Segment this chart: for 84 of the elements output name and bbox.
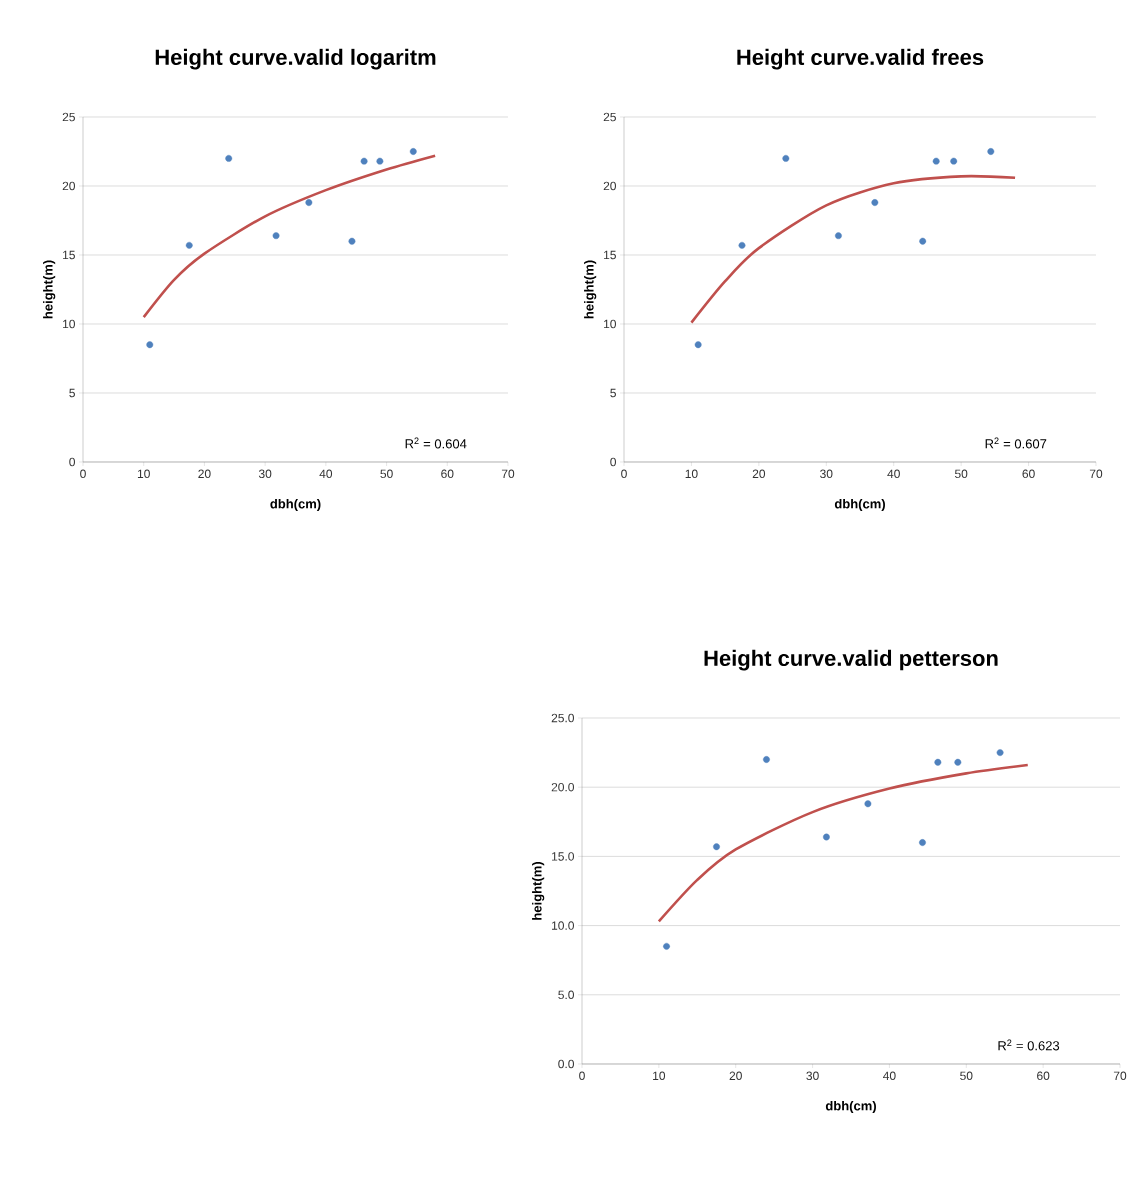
point [996,749,1004,756]
y-tick-label: 15 [63,250,75,260]
x-tick-label: 70 [1113,1071,1127,1081]
x-tick-label: 20 [198,469,211,479]
point [934,758,942,766]
x-tick-label: 50 [960,1071,973,1081]
annotation: R$^{2}$ = 0.604 [405,437,467,449]
point [738,241,746,249]
point [225,154,233,162]
point [919,237,927,245]
y-tick-label: 15 [604,250,616,260]
y-tick-label: 5.0 [558,990,574,1000]
point [360,157,368,165]
y-axis-title: height(m) [43,260,56,319]
x-tick-label: 20 [729,1071,742,1081]
y-tick-label: 0 [610,457,616,467]
x-axis-title: dbh(cm) [270,498,321,511]
point [864,800,872,808]
point [376,157,384,165]
x-tick-label: 10 [685,469,698,479]
y-tick-label: 10 [63,319,75,329]
y-tick-label: 20.0 [551,782,574,792]
x-axis-title: dbh(cm) [834,498,885,511]
x-tick-label: 50 [380,469,393,479]
x-tick-label: 0 [621,469,627,479]
point [987,148,995,155]
point [348,237,356,245]
point [954,758,962,766]
point [272,232,280,240]
y-tick-label: 0.0 [558,1059,574,1069]
point [763,756,770,763]
point [694,341,702,349]
chart-title: Height curve.valid logaritm [155,48,436,70]
annotation: R$^{2}$ = 0.607 [985,437,1047,449]
x-tick-label: 10 [653,1071,666,1081]
line-series [657,763,1030,923]
point [782,154,790,162]
x-tick-label: 60 [441,469,454,479]
chart-title: Height curve.valid petterson [704,649,998,671]
x-axis-title: dbh(cm) [825,1100,876,1114]
y-tick-label: 15.0 [552,852,574,861]
point [146,341,154,349]
point [835,232,842,240]
x-tick-label: 30 [820,469,833,479]
point [823,833,830,841]
y-tick-label: 25.0 [551,713,574,723]
point [305,199,313,206]
y-axis-title: height(m) [532,862,545,920]
annotation: R$^{2}$ = 0.623 [998,1039,1060,1051]
y-tick-label: 20 [603,181,616,191]
point [409,148,417,155]
line-series [690,174,1017,324]
y-tick-label: 5 [69,388,75,398]
chart-title: Height curve.valid frees [737,48,984,70]
x-tick-label: 0 [80,469,86,479]
x-tick-label: 60 [1022,469,1035,479]
point [871,199,879,206]
point [713,843,720,851]
point [932,157,940,165]
x-tick-label: 30 [806,1071,819,1081]
y-tick-label: 10.0 [552,921,574,930]
x-tick-label: 70 [1089,469,1103,479]
y-tick-label: 10 [604,319,616,329]
y-tick-label: 25 [603,112,616,122]
point [950,157,958,165]
y-tick-label: 0 [69,457,75,467]
line-series [142,154,437,319]
x-tick-label: 70 [501,469,515,479]
x-tick-label: 20 [752,469,766,479]
point [185,241,193,249]
x-tick-label: 50 [954,469,968,479]
x-tick-label: 60 [1037,1071,1050,1081]
point [663,942,670,950]
y-tick-label: 5 [610,388,616,398]
y-axis-title: height(m) [584,260,597,319]
x-tick-label: 10 [137,469,150,479]
y-tick-label: 20 [62,181,75,191]
point [919,839,926,846]
x-tick-label: 40 [887,469,900,479]
x-tick-label: 40 [319,469,333,479]
x-tick-label: 30 [258,469,272,479]
x-tick-label: 0 [579,1071,585,1081]
y-tick-label: 25 [62,112,75,122]
x-tick-label: 40 [883,1071,896,1081]
